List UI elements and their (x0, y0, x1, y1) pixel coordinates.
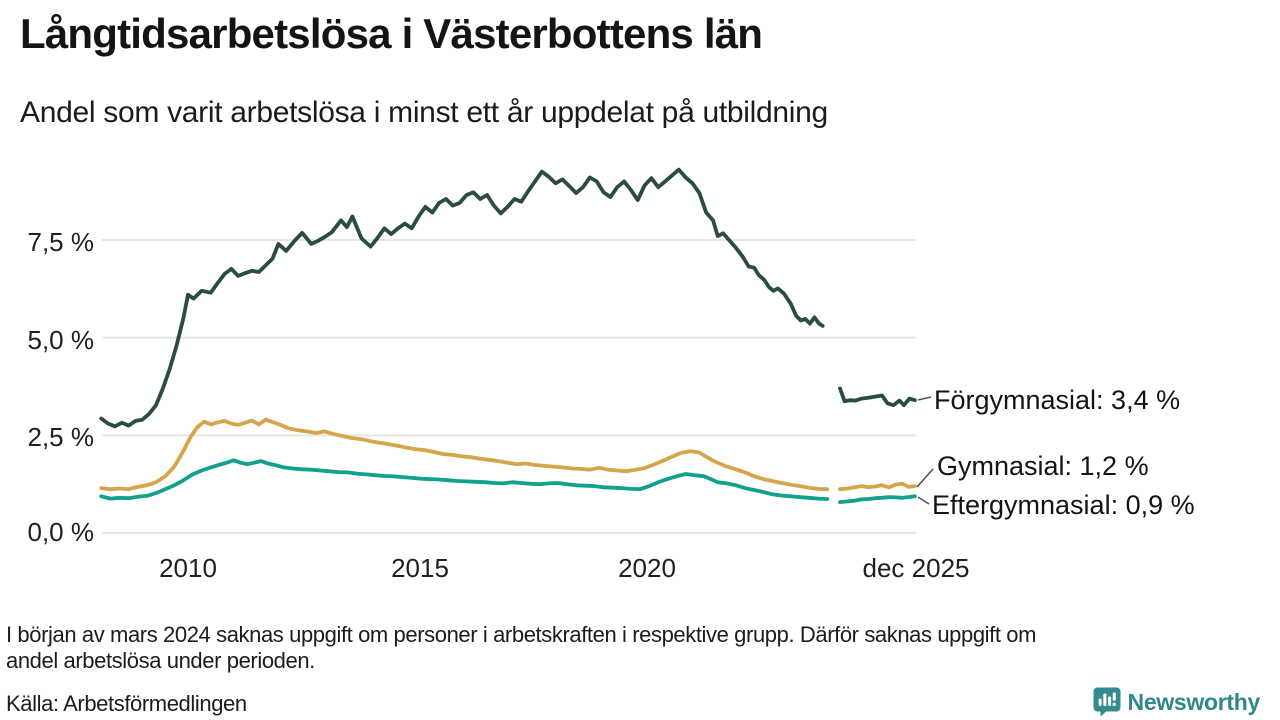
label-connector (917, 496, 930, 505)
y-axis-tick: 2,5 % (27, 422, 95, 452)
x-axis-tick: 2020 (618, 553, 676, 583)
footnote-line-1: I början av mars 2024 saknas uppgift om … (6, 622, 1037, 647)
page-title: Långtidsarbetslösa i Västerbottens län (20, 10, 763, 57)
brand-logo: Newsworthy (1093, 687, 1260, 717)
footnote-line-2: andel arbetslösa under perioden. (6, 648, 315, 673)
series-line-gymnasial (99, 417, 830, 492)
x-axis-tick: 2015 (391, 553, 449, 583)
y-axis-tick: 5,0 % (27, 325, 95, 355)
brand-name: Newsworthy (1127, 688, 1261, 715)
series-line-förgymnasial (838, 386, 917, 408)
series-line-gymnasial (838, 481, 917, 492)
label-connector (916, 468, 934, 488)
chart-subtitle: Andel som varit arbetslösa i minst ett å… (20, 96, 828, 129)
series-line-förgymnasial (99, 167, 825, 429)
y-axis-tick: 7,5 % (27, 227, 95, 257)
x-axis-tick: 2010 (159, 553, 217, 583)
source-attribution: Källa: Arbetsförmedlingen (6, 691, 247, 716)
newsworthy-speech-bubble-bars-icon (1093, 687, 1121, 717)
series-label-eftergymnasial: Eftergymnasial: 0,9 % (932, 490, 1195, 520)
series-line-eftergymnasial (99, 458, 830, 501)
x-axis-tick: dec 2025 (862, 553, 970, 583)
series-label-forgymnasial: Förgymnasial: 3,4 % (934, 385, 1181, 415)
series-line-eftergymnasial (838, 494, 917, 505)
label-connector (917, 396, 932, 401)
series-label-gymnasial: Gymnasial: 1,2 % (937, 451, 1149, 481)
chart-footnote: I början av mars 2024 saknas uppgift om … (6, 622, 1256, 674)
y-axis-tick: 0,0 % (27, 517, 95, 547)
